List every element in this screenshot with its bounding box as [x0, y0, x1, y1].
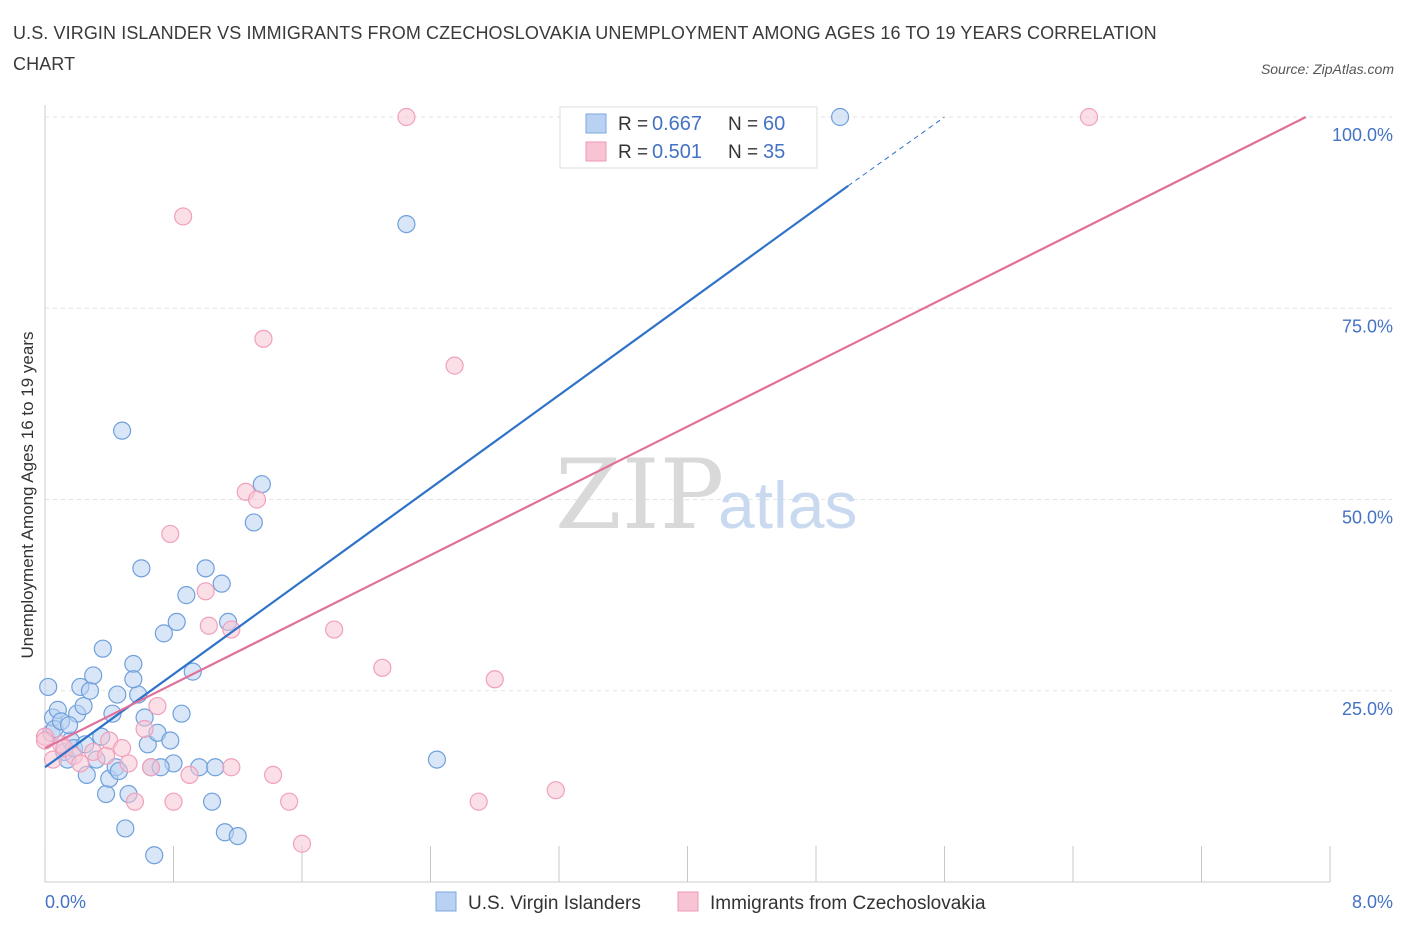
point-czechoslovakia-25 — [247, 490, 267, 509]
point-czechoslovakia-22 — [222, 620, 241, 639]
source-note: Source: ZipAtlas.com — [1260, 61, 1394, 77]
legend-n-value-2: 35 — [763, 141, 785, 163]
series-label-2: Immigrants from Czechoslovakia — [710, 893, 986, 914]
trend-lines — [44, 116, 1307, 769]
point-czechoslovakia-26 — [254, 329, 273, 348]
point-czechoslovakia-18 — [174, 207, 193, 226]
point-czechoslovakia-27 — [263, 765, 283, 785]
point-czechoslovakia-30 — [325, 620, 344, 639]
y-tick-labels: 25.0% 50.0% 75.0% 100.0% — [1332, 125, 1393, 719]
point-czechoslovakia-1 — [35, 731, 55, 750]
point-virgin-islanders-54 — [108, 685, 127, 704]
point-czechoslovakia-37 — [1079, 107, 1099, 127]
point-virgin-islanders-37 — [172, 704, 191, 723]
legend-swatch-blue — [585, 113, 607, 134]
point-virgin-islanders-41 — [196, 559, 215, 578]
series-label-1: U.S. Virgin Islanders — [468, 893, 641, 914]
legend-r-value-1: 0.667 — [652, 113, 702, 135]
gridlines — [45, 116, 1392, 692]
point-czechoslovakia-10 — [112, 739, 132, 758]
point-virgin-islanders-57 — [427, 750, 447, 769]
y-axis-title: Unemployment Among Ages 16 to 19 years — [18, 332, 37, 659]
point-virgin-islanders-27 — [132, 559, 151, 578]
legend-n-label-2: N = — [728, 142, 758, 163]
point-czechoslovakia-16 — [161, 524, 180, 544]
point-virgin-islanders-11 — [74, 696, 93, 716]
point-virgin-islanders-58 — [830, 107, 850, 127]
point-virgin-islanders-55 — [124, 670, 143, 689]
point-czechoslovakia-8 — [96, 746, 116, 765]
watermark-atlas: atlas — [718, 468, 857, 542]
y-tick-label-50: 50.0% — [1342, 508, 1393, 528]
y-tick-label-75: 75.0% — [1342, 316, 1393, 336]
point-virgin-islanders-47 — [228, 826, 247, 846]
y-tick-label-25: 25.0% — [1342, 699, 1393, 719]
point-czechoslovakia-28 — [280, 792, 299, 811]
chart-title: U.S. VIRGIN ISLANDER VS IMMIGRANTS FROM … — [13, 23, 1157, 74]
watermark-zip: ZIP — [555, 439, 724, 551]
point-virgin-islanders-31 — [145, 846, 164, 865]
point-virgin-islanders-14 — [84, 666, 103, 685]
point-virgin-islanders-13 — [80, 681, 100, 700]
legend-r-value-2: 0.501 — [652, 141, 702, 163]
x-tick-min: 0.0% — [45, 892, 86, 912]
point-virgin-islanders-53 — [93, 639, 112, 658]
point-czechoslovakia-33 — [445, 356, 464, 375]
point-virgin-islanders-51 — [59, 716, 79, 735]
x-tick-max: 8.0% — [1352, 892, 1393, 912]
point-virgin-islanders-44 — [212, 574, 231, 593]
trend-line-extension-0 — [847, 116, 945, 187]
point-czechoslovakia-29 — [292, 834, 312, 853]
point-czechoslovakia-35 — [485, 670, 504, 689]
point-virgin-islanders-43 — [206, 758, 225, 777]
point-virgin-islanders-33 — [154, 624, 173, 643]
point-czechoslovakia-21 — [199, 616, 218, 635]
y-tick-label-100: 100.0% — [1332, 125, 1393, 145]
point-czechoslovakia-14 — [141, 758, 161, 777]
point-czechoslovakia-31 — [373, 658, 392, 677]
point-czechoslovakia-15 — [148, 696, 167, 716]
point-virgin-islanders-22 — [112, 421, 132, 440]
legend-n-value-1: 60 — [763, 113, 785, 135]
point-virgin-islanders-34 — [161, 731, 180, 750]
series-swatch-blue — [435, 891, 457, 912]
trend-line-0 — [44, 184, 849, 769]
point-czechoslovakia-17 — [164, 792, 183, 811]
legend-r-label-1: R = — [618, 114, 648, 135]
point-czechoslovakia-23 — [222, 758, 241, 777]
point-virgin-islanders-42 — [202, 792, 222, 811]
point-virgin-islanders-17 — [96, 784, 116, 804]
trend-line-1 — [44, 116, 1307, 750]
point-czechoslovakia-6 — [71, 754, 90, 773]
point-virgin-islanders-38 — [177, 586, 196, 605]
point-virgin-islanders-48 — [244, 513, 263, 532]
series-legend: U.S. Virgin Islanders Immigrants from Cz… — [435, 891, 986, 914]
point-czechoslovakia-19 — [180, 765, 199, 785]
point-virgin-islanders-50 — [39, 677, 58, 697]
point-czechoslovakia-34 — [469, 792, 488, 811]
point-virgin-islanders-56 — [397, 215, 416, 234]
point-virgin-islanders-36 — [167, 612, 186, 632]
series-swatch-pink — [677, 891, 699, 912]
legend-n-label-1: N = — [728, 114, 758, 135]
point-virgin-islanders-25 — [124, 654, 143, 674]
point-czechoslovakia-12 — [125, 792, 145, 811]
point-virgin-islanders-23 — [116, 819, 135, 838]
point-czechoslovakia-36 — [546, 781, 565, 800]
stats-legend: R = 0.667 N = 60 R = 0.501 N = 35 — [559, 106, 818, 169]
point-czechoslovakia-11 — [119, 754, 138, 773]
data-points — [35, 107, 1099, 865]
point-czechoslovakia-20 — [196, 582, 215, 601]
legend-swatch-pink — [585, 141, 607, 162]
point-czechoslovakia-13 — [135, 719, 154, 739]
axes — [44, 105, 1331, 883]
legend-r-label-2: R = — [618, 142, 648, 163]
point-czechoslovakia-32 — [397, 107, 416, 127]
point-virgin-islanders-49 — [252, 475, 271, 494]
